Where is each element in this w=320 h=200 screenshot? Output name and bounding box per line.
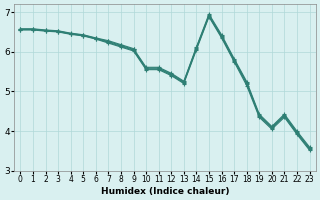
X-axis label: Humidex (Indice chaleur): Humidex (Indice chaleur) — [101, 187, 229, 196]
